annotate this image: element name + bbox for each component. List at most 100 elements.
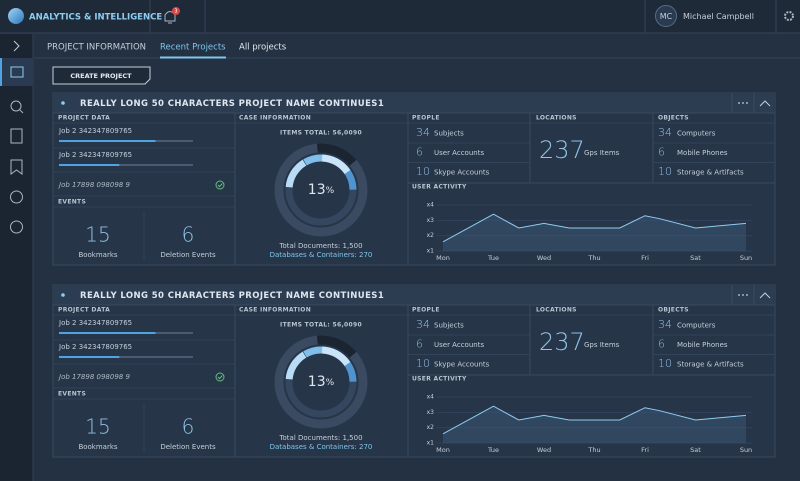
progress-fill	[59, 164, 120, 166]
percent-sign: %	[326, 186, 335, 196]
menu-dot	[742, 294, 744, 296]
nav-history[interactable]	[10, 190, 23, 204]
count: 237	[539, 136, 585, 164]
project-card: REALLY LONG 50 CHARACTERS PROJECT NAME C…	[52, 92, 776, 266]
donut-arc	[285, 346, 357, 418]
user-initials: MC	[660, 12, 673, 21]
x-tick-label: Fri	[641, 254, 649, 262]
total-documents: Total Documents: 1,500	[278, 434, 362, 442]
job-name: Job 2 342347809765	[58, 151, 132, 159]
progress-track	[59, 164, 193, 166]
progress-track	[59, 356, 193, 358]
event-label: Bookmarks	[78, 443, 117, 451]
menu-dot	[742, 102, 744, 104]
activity-area	[443, 214, 746, 251]
activity-line	[442, 213, 747, 243]
y-tick-label: x4	[427, 202, 435, 209]
donut-arc	[285, 154, 357, 226]
collapse-button[interactable]	[759, 100, 771, 107]
collapse-button[interactable]	[759, 292, 771, 299]
bell-icon[interactable]	[164, 11, 176, 24]
progress-fill	[59, 140, 156, 142]
y-tick-label: x2	[427, 232, 435, 239]
count-label: Storage & Artifacts	[677, 361, 744, 369]
y-tick-label: x1	[427, 248, 435, 255]
expand-icon[interactable]	[13, 40, 20, 52]
count: 34	[416, 126, 430, 139]
progress-fill	[59, 356, 120, 358]
tab-all[interactable]: All projects	[239, 43, 287, 53]
section-label: OBJECTS	[658, 115, 689, 122]
donut-outer-arc	[274, 335, 368, 429]
avatar[interactable]	[655, 5, 677, 27]
status-dot	[61, 101, 65, 105]
settings-icon[interactable]	[784, 11, 794, 21]
section-label: OBJECTS	[658, 307, 689, 314]
count-label: Subjects	[434, 322, 464, 330]
databases: Databases & Containers: 270	[270, 251, 373, 259]
done-icon	[215, 180, 225, 190]
card-header	[53, 285, 775, 305]
logo	[8, 8, 24, 24]
count-label: User Accounts	[434, 341, 484, 349]
nav-documents[interactable]	[10, 128, 23, 144]
job-name: Job 2 342347809765	[58, 127, 132, 135]
x-tick-label: Fri	[641, 446, 649, 454]
y-tick-label: x1	[427, 440, 435, 447]
x-tick-label: Wed	[537, 254, 551, 262]
event-count: 6	[182, 415, 195, 439]
tab-recent[interactable]: Recent Projects	[160, 43, 226, 53]
event-label: Deletion Events	[160, 443, 216, 451]
total-documents: Total Documents: 1,500	[278, 242, 362, 250]
x-tick-label: Sat	[690, 446, 701, 454]
count: 34	[416, 318, 430, 331]
donut-arc	[285, 346, 357, 418]
activity-line	[442, 405, 747, 435]
event-count: 15	[85, 415, 110, 439]
count: 6	[416, 338, 423, 351]
x-tick-label: Tue	[487, 254, 499, 262]
done-check	[217, 375, 223, 380]
count-label: Mobile Phones	[677, 341, 728, 349]
event-count: 6	[182, 223, 195, 247]
nav-info[interactable]	[10, 220, 23, 234]
create-button[interactable]	[52, 66, 151, 85]
progress-fill	[59, 332, 156, 334]
section-label: EVENTS	[58, 199, 86, 206]
y-tick-label: x4	[427, 394, 435, 401]
nav-search[interactable]	[10, 100, 22, 112]
event-label: Bookmarks	[78, 251, 117, 259]
menu-dot	[738, 102, 740, 104]
nav-projects[interactable]	[10, 66, 24, 78]
user-name: Michael Campbell	[683, 12, 754, 21]
count-label: Gps Items	[584, 341, 620, 349]
items-total: ITEMS TOTAL: 56,0090	[280, 322, 362, 329]
x-tick-label: Wed	[537, 446, 551, 454]
sidebar	[0, 34, 33, 481]
percent: 13%	[308, 182, 335, 198]
section-label: CASE INFORMATION	[239, 115, 311, 122]
y-tick-label: x3	[427, 409, 435, 416]
x-tick-label: Sun	[740, 446, 752, 454]
nav-bookmarks[interactable]	[10, 159, 23, 175]
percent-value: 13	[308, 182, 326, 198]
nav-indicator	[0, 58, 2, 86]
job-name: Job 17898 098098 9	[57, 373, 130, 381]
done-icon	[215, 372, 225, 382]
count: 6	[658, 146, 665, 159]
count: 10	[416, 165, 430, 178]
count-label: Skype Accounts	[434, 361, 490, 369]
job-name: Job 2 342347809765	[58, 319, 132, 327]
count-label: Computers	[677, 322, 716, 330]
section-label: EVENTS	[58, 391, 86, 398]
menu-dot	[738, 294, 740, 296]
job-name: Job 17898 098098 9	[57, 181, 130, 189]
menu-dot	[746, 102, 748, 104]
items-total: ITEMS TOTAL: 56,0090	[280, 130, 362, 137]
count: 6	[416, 146, 423, 159]
menu-dot	[746, 294, 748, 296]
card-header	[53, 93, 775, 113]
count-label: Subjects	[434, 130, 464, 138]
nav-active	[0, 58, 33, 86]
donut-arc	[285, 346, 357, 418]
